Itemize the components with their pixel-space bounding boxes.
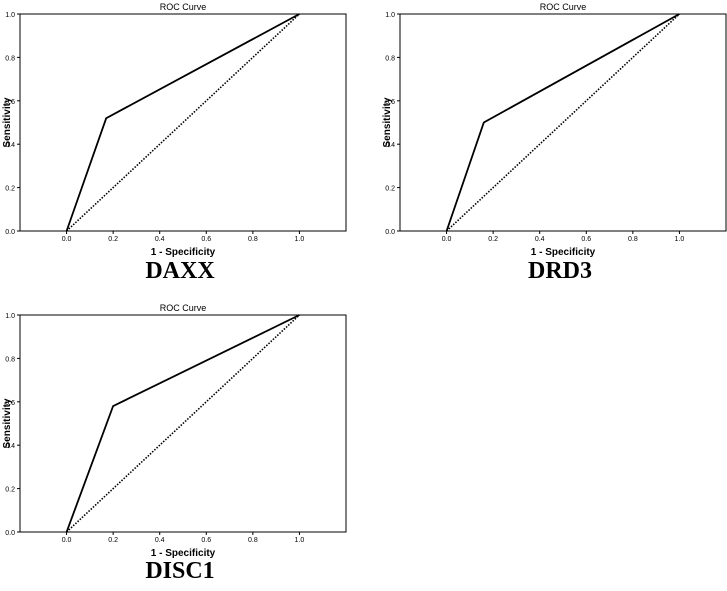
- y-tick-label: 0.6: [5, 400, 15, 407]
- chart-title: ROC Curve: [540, 2, 587, 12]
- y-tick-label: 0.0: [5, 530, 15, 537]
- y-tick-label: 0.0: [5, 229, 15, 236]
- x-tick-label: 0.8: [248, 236, 258, 243]
- reference-diagonal-line: [446, 13, 680, 232]
- y-tick-label: 0.6: [5, 99, 15, 106]
- y-tick-label: 0.8: [5, 356, 15, 363]
- x-axis-label: 1 - Specificity: [151, 247, 216, 258]
- x-tick-label: 0.8: [248, 537, 258, 544]
- roc-chart-daxx: ROC Curve 0.0 0.2 0.4 0.6 0.8 1.0 0.0 0.2 0.4 0.6 0…: [2, 2, 347, 258]
- y-axis-label: Sensitivity: [2, 398, 13, 448]
- roc-chart-drd3: ROC Curve 0.0 0.2 0.4 0.6 0.8 1.0 0.0 0.2 0.4 0.6 0…: [382, 2, 727, 258]
- roc-chart-disc1: ROC Curve 0.0 0.2 0.4 0.6 0.8 1.0 0.0 0.2 0.4 0.6 0…: [2, 303, 347, 559]
- gene-caption-daxx: DAXX: [145, 258, 215, 284]
- y-tick-label: 0.4: [5, 443, 15, 450]
- x-tick-label: 0.6: [201, 537, 211, 544]
- reference-diagonal-line: [66, 314, 300, 533]
- x-tick-label: 0.0: [62, 236, 72, 243]
- x-tick-label: 0.0: [442, 236, 452, 243]
- x-tick-label: 0.2: [108, 537, 118, 544]
- chart-title: ROC Curve: [160, 2, 207, 12]
- y-tick-label: 0.2: [385, 186, 395, 193]
- y-axis-label: Sensitivity: [2, 97, 13, 147]
- y-tick-label: 0.4: [385, 142, 395, 149]
- x-tick-label: 1.0: [295, 236, 305, 243]
- y-tick-label: 0.0: [385, 229, 395, 236]
- x-tick-label: 0.6: [581, 236, 591, 243]
- x-axis-label: 1 - Specificity: [151, 548, 216, 559]
- x-tick-label: 0.2: [108, 236, 118, 243]
- chart-title: ROC Curve: [160, 303, 207, 313]
- y-tick-label: 1.0: [5, 313, 15, 320]
- y-tick-label: 0.8: [5, 55, 15, 62]
- x-tick-label: 0.8: [628, 236, 638, 243]
- y-axis-label: Sensitivity: [382, 97, 393, 147]
- x-tick-label: 0.4: [155, 537, 165, 544]
- x-tick-label: 0.4: [535, 236, 545, 243]
- y-tick-label: 0.6: [385, 99, 395, 106]
- x-tick-label: 1.0: [295, 537, 305, 544]
- gene-caption-disc1: DISC1: [145, 558, 215, 584]
- y-tick-label: 0.4: [5, 142, 15, 149]
- y-tick-label: 0.2: [5, 487, 15, 494]
- y-tick-label: 1.0: [5, 12, 15, 19]
- gene-caption-drd3: DRD3: [528, 258, 592, 284]
- x-tick-label: 0.2: [488, 236, 498, 243]
- roc-panel-daxx: ROC Curve 0.0 0.2 0.4 0.6 0.8 1.0 0.0 0.2 0.4 0.6 0…: [0, 0, 360, 290]
- x-axis-label: 1 - Specificity: [531, 247, 596, 258]
- x-tick-label: 0.0: [62, 537, 72, 544]
- y-tick-label: 0.8: [385, 55, 395, 62]
- x-tick-label: 0.4: [155, 236, 165, 243]
- reference-diagonal-line: [66, 13, 300, 232]
- roc-curve-line: [65, 314, 300, 533]
- y-tick-label: 1.0: [385, 12, 395, 19]
- roc-panel-drd3: ROC Curve 0.0 0.2 0.4 0.6 0.8 1.0 0.0 0.2 0.4 0.6 0…: [380, 0, 727, 290]
- roc-curve-line: [445, 13, 680, 232]
- x-tick-label: 0.6: [201, 236, 211, 243]
- roc-panel-disc1: ROC Curve 0.0 0.2 0.4 0.6 0.8 1.0 0.0 0.2 0.4 0.6 0…: [0, 301, 360, 591]
- roc-curve-line: [65, 13, 300, 232]
- x-tick-label: 1.0: [675, 236, 685, 243]
- y-tick-label: 0.2: [5, 186, 15, 193]
